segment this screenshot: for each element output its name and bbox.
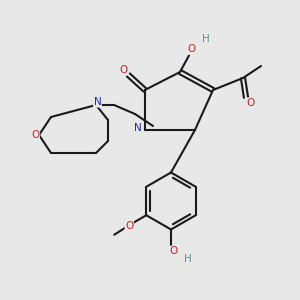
Text: O: O: [246, 98, 255, 108]
Text: O: O: [188, 44, 196, 54]
Text: O: O: [170, 246, 178, 256]
Text: N: N: [94, 97, 101, 107]
Text: H: H: [202, 34, 209, 44]
Text: O: O: [119, 64, 127, 75]
Text: O: O: [125, 221, 134, 231]
Text: N: N: [134, 123, 142, 134]
Text: H: H: [184, 254, 191, 265]
Text: O: O: [31, 130, 40, 140]
